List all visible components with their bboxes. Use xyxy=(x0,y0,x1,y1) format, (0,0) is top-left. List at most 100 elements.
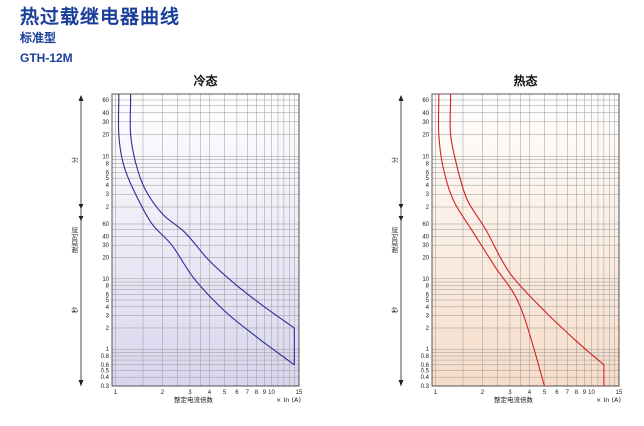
y-unit-seconds: 秒 xyxy=(70,306,79,313)
x-tick-label: 6 xyxy=(555,390,559,396)
y-tick-label: 4 xyxy=(426,305,430,311)
curve-lower xyxy=(117,94,295,366)
y-tick-label: 2 xyxy=(106,326,110,332)
chart-title: 热态 xyxy=(513,73,537,88)
x-tick-label: 1 xyxy=(434,390,438,396)
curve-lower xyxy=(437,93,546,387)
x-tick-label: 5 xyxy=(543,390,547,396)
x-tick-label: 15 xyxy=(616,390,623,396)
x-tick-label: 9 xyxy=(263,390,267,396)
y-axis-marker xyxy=(78,216,84,221)
y-unit-minutes: 分 xyxy=(70,156,79,163)
y-axis-arrow-up xyxy=(398,95,404,101)
y-tick-label: 40 xyxy=(102,111,109,117)
x-axis-label: 整定电流倍数 xyxy=(174,395,214,404)
y-tick-label: 4 xyxy=(106,183,110,189)
y-tick-label: 60 xyxy=(102,222,109,228)
y-unit-minutes: 分 xyxy=(390,156,399,163)
y-tick-label: 1 xyxy=(106,347,110,353)
x-tick-label: 4 xyxy=(528,390,532,396)
x-axis-label: 整定电流倍数 xyxy=(494,395,534,404)
plot-background xyxy=(432,94,619,386)
y-tick-label: 8 xyxy=(426,161,430,167)
x-tick-label: 15 xyxy=(296,390,303,396)
y-tick-label: 0.6 xyxy=(421,363,430,369)
y-tick-label: 60 xyxy=(422,98,429,104)
x-tick-label: 3 xyxy=(508,390,512,396)
page-header: 热过载继电器曲线 标准型 GTH-12M xyxy=(20,6,180,66)
chart-panel-hot xyxy=(398,93,620,387)
curve-upper xyxy=(449,94,605,366)
y-axis-label: 脱扣时间 xyxy=(70,227,79,253)
y-tick-label: 0.3 xyxy=(101,384,110,390)
chart-title: 冷态 xyxy=(193,73,217,88)
model-number: GTH-12M xyxy=(20,51,73,65)
x-tick-label: 10 xyxy=(588,390,595,396)
y-tick-label: 4 xyxy=(106,305,110,311)
x-tick-label: 1 xyxy=(114,390,118,396)
chart-panel-cold xyxy=(78,93,300,387)
x-tick-label: 4 xyxy=(208,390,212,396)
y-tick-label: 8 xyxy=(106,161,110,167)
y-tick-label: 5 xyxy=(426,298,430,304)
y-tick-label: 10 xyxy=(102,277,109,283)
y-tick-label: 6 xyxy=(106,170,110,176)
plot-background xyxy=(112,94,299,386)
y-tick-label: 30 xyxy=(422,243,429,249)
y-tick-label: 1 xyxy=(426,347,430,353)
x-tick-label: 6 xyxy=(235,390,239,396)
x-tick-label: 7 xyxy=(246,390,250,396)
y-axis-arrow-down xyxy=(78,380,84,386)
y-tick-label: 8 xyxy=(426,284,430,290)
y-tick-label: 40 xyxy=(422,234,429,240)
y-tick-label: 4 xyxy=(426,183,430,189)
y-tick-label: 60 xyxy=(102,98,109,104)
y-tick-label: 20 xyxy=(102,133,109,139)
page-subtitle: 标准型 xyxy=(20,31,57,45)
x-tick-label: 2 xyxy=(161,390,165,396)
y-axis-marker xyxy=(398,216,404,221)
y-tick-label: 0.3 xyxy=(421,384,430,390)
x-tick-label: 2 xyxy=(481,390,485,396)
x-tick-label: 5 xyxy=(223,390,227,396)
y-tick-label: 20 xyxy=(422,133,429,139)
y-tick-label: 6 xyxy=(426,292,430,298)
y-tick-label: 3 xyxy=(426,314,430,320)
y-tick-label: 5 xyxy=(426,176,430,182)
x-tick-label: 8 xyxy=(255,390,259,396)
y-tick-label: 5 xyxy=(106,298,110,304)
y-axis-label: 脱扣时间 xyxy=(390,227,399,253)
y-tick-label: 10 xyxy=(422,154,429,160)
y-tick-label: 0.4 xyxy=(421,375,430,381)
y-tick-label: 30 xyxy=(102,120,109,126)
y-tick-label: 3 xyxy=(426,192,430,198)
x-tick-label: 3 xyxy=(188,390,192,396)
y-tick-label: 0.4 xyxy=(101,375,110,381)
y-tick-label: 10 xyxy=(422,277,429,283)
y-tick-label: 0.5 xyxy=(101,368,110,374)
y-tick-label: 3 xyxy=(106,314,110,320)
y-axis-arrow-down xyxy=(398,380,404,386)
y-tick-label: 30 xyxy=(422,120,429,126)
y-axis-marker xyxy=(398,204,404,209)
y-tick-label: 6 xyxy=(106,292,110,298)
x-axis-unit: × In (A) xyxy=(276,396,301,404)
curve-upper xyxy=(129,94,295,329)
plot-frame xyxy=(431,93,620,387)
y-tick-label: 2 xyxy=(426,205,430,211)
y-tick-label: 30 xyxy=(102,243,109,249)
x-tick-label: 7 xyxy=(566,390,570,396)
plot-frame xyxy=(111,93,300,387)
y-axis-arrow-up xyxy=(78,95,84,101)
y-tick-label: 40 xyxy=(102,234,109,240)
y-tick-label: 0.5 xyxy=(421,368,430,374)
y-unit-seconds: 秒 xyxy=(390,306,399,313)
y-tick-label: 2 xyxy=(106,205,110,211)
y-tick-label: 2 xyxy=(426,326,430,332)
y-tick-label: 0.8 xyxy=(101,354,110,360)
x-axis-unit: × In (A) xyxy=(596,396,621,404)
y-tick-label: 40 xyxy=(422,111,429,117)
y-tick-label: 5 xyxy=(106,176,110,182)
x-tick-label: 9 xyxy=(583,390,587,396)
